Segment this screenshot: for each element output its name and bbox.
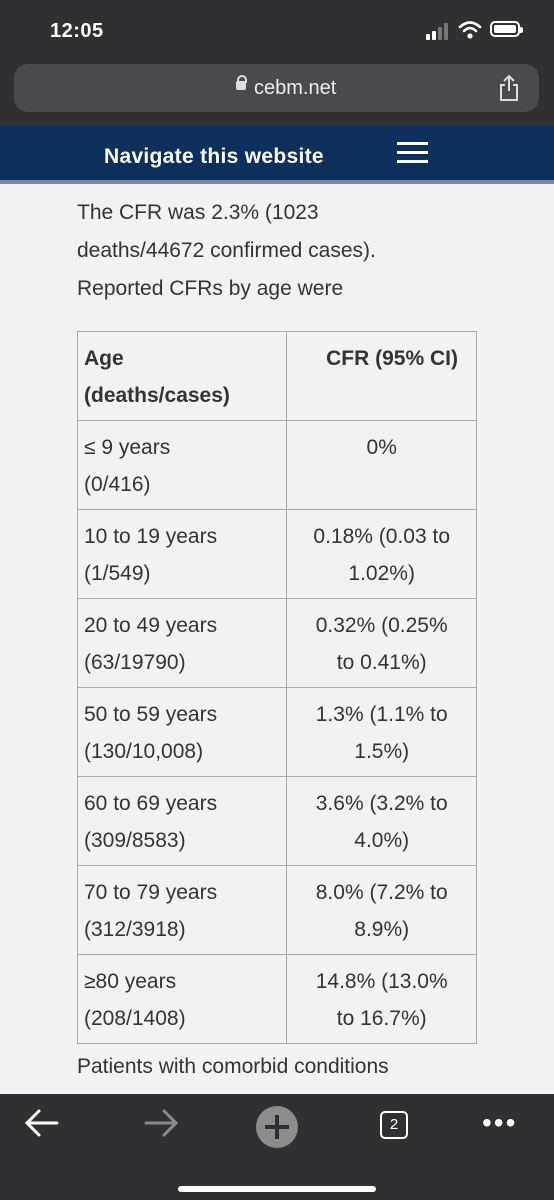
age-cell: 10 to 19 years (1/549) bbox=[76, 509, 288, 599]
cellular-signal-icon bbox=[426, 22, 452, 40]
age-cell: ≥80 years (208/1408) bbox=[76, 954, 288, 1044]
age-cell: ≤ 9 years (0/416) bbox=[76, 420, 288, 510]
cfr-cell: 14.8% (13.0% to 16.7%) bbox=[286, 954, 477, 1044]
address-bar[interactable]: cebm.net bbox=[14, 64, 539, 112]
new-tab-plus-icon[interactable] bbox=[256, 1106, 298, 1148]
article-content: The CFR was 2.3% (1023 deaths/44672 conf… bbox=[0, 184, 554, 1094]
cfr-cell: 0% bbox=[286, 420, 477, 510]
status-bar: 12:05 bbox=[0, 0, 554, 62]
table-row: 60 to 69 years (309/8583) 3.6% (3.2% to 4.0… bbox=[76, 776, 477, 866]
header-age: Age (deaths/cases) bbox=[76, 331, 288, 421]
intro-paragraph: The CFR was 2.3% (1023 deaths/44672 conf… bbox=[77, 201, 376, 300]
table-row: 50 to 59 years (130/10,008) 1.3% (1.1% to 1… bbox=[76, 687, 477, 777]
home-indicator[interactable] bbox=[178, 1186, 376, 1192]
cfr-cell: 0.18% (0.03 to 1.02%) bbox=[286, 509, 477, 599]
age-cell: 20 to 49 years (63/19790) bbox=[76, 598, 288, 688]
share-icon[interactable] bbox=[498, 74, 520, 102]
cfr-cell: 1.3% (1.1% to 1.5%) bbox=[286, 687, 477, 777]
header-cfr: CFR (95% CI) bbox=[286, 331, 477, 421]
browser-address-area: cebm.net bbox=[0, 62, 554, 126]
hamburger-menu-icon[interactable] bbox=[397, 142, 428, 164]
following-paragraph: Patients with comorbid conditions bbox=[77, 1055, 389, 1078]
status-time: 12:05 bbox=[50, 20, 104, 42]
battery-icon bbox=[490, 21, 523, 37]
table-row: ≤ 9 years (0/416) 0% bbox=[76, 420, 477, 510]
navigate-label[interactable]: Navigate this website bbox=[104, 145, 324, 168]
table-row: 70 to 79 years (312/3918) 8.0% (7.2% to 8.9… bbox=[76, 865, 477, 955]
table-header-row: Age (deaths/cases) CFR (95% CI) bbox=[76, 331, 477, 421]
table-row: ≥80 years (208/1408) 14.8% (13.0% to 16.7%) bbox=[76, 954, 477, 1044]
back-arrow-icon[interactable] bbox=[24, 1108, 60, 1138]
wifi-icon bbox=[458, 21, 482, 39]
cfr-cell: 8.0% (7.2% to 8.9%) bbox=[286, 865, 477, 955]
cfr-cell: 0.32% (0.25% to 0.41%) bbox=[286, 598, 477, 688]
browser-toolbar: 2 ••• bbox=[0, 1094, 554, 1200]
age-cell: 60 to 69 years (309/8583) bbox=[76, 776, 288, 866]
tab-switcher-button[interactable]: 2 bbox=[380, 1111, 408, 1139]
cfr-by-age-table: Age (deaths/cases) CFR (95% CI) ≤ 9 years… bbox=[76, 331, 477, 1044]
age-cell: 50 to 59 years (130/10,008) bbox=[76, 687, 288, 777]
table-row: 10 to 19 years (1/549) 0.18% (0.03 to 1.02%… bbox=[76, 509, 477, 599]
forward-arrow-icon[interactable] bbox=[143, 1108, 179, 1138]
table-row: 20 to 49 years (63/19790) 0.32% (0.25% to 0… bbox=[76, 598, 477, 688]
site-navigation-bar[interactable]: Navigate this website bbox=[0, 126, 554, 184]
more-menu-icon[interactable]: ••• bbox=[482, 1107, 518, 1138]
cfr-cell: 3.6% (3.2% to 4.0%) bbox=[286, 776, 477, 866]
url-text: cebm.net bbox=[254, 77, 337, 99]
age-cell: 70 to 79 years (312/3918) bbox=[76, 865, 288, 955]
lock-icon bbox=[236, 75, 247, 90]
